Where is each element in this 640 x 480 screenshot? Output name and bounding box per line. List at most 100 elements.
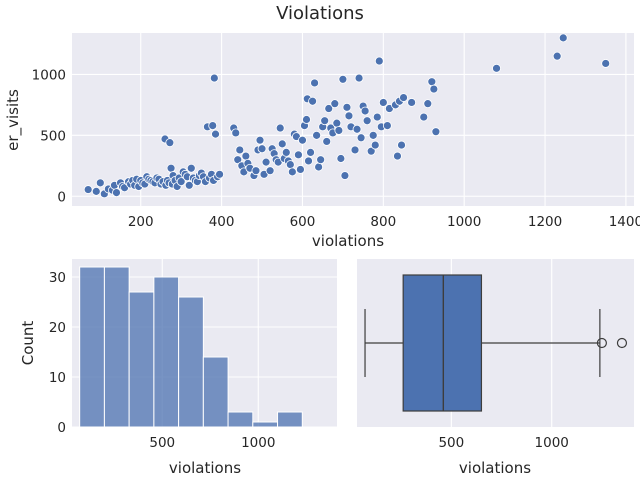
scatter-point	[378, 98, 388, 107]
scatter-point	[186, 163, 196, 173]
scatter-point	[257, 144, 267, 154]
scatter-point	[350, 145, 360, 155]
scatter-point	[231, 128, 241, 138]
scatter-point	[340, 171, 350, 180]
scatter-x-axis-label: violations	[312, 232, 384, 250]
scatter-x-tick-label: 1200	[528, 214, 562, 230]
histogram-bar	[128, 291, 155, 428]
scatter-point	[338, 74, 348, 84]
histogram-bar	[227, 411, 254, 428]
scatter-point	[208, 121, 218, 130]
scatter-point	[209, 73, 219, 83]
scatter-tick-labels: 200 400 600 800 1000 1200 1400 0 500 1000	[32, 67, 640, 230]
histogram-bar	[79, 266, 105, 428]
scatter-point	[281, 147, 291, 157]
scatter-point	[419, 112, 429, 122]
scatter-point	[316, 155, 326, 165]
scatter-point	[314, 162, 324, 172]
scatter-point	[324, 104, 334, 113]
scatter-point	[423, 99, 433, 109]
boxplot-x-tick-label: 1000	[535, 435, 569, 451]
scatter-x-tick-label: 600	[290, 214, 316, 230]
scatter-point	[304, 156, 313, 166]
scatter-x-tick-label: 400	[209, 214, 235, 230]
histogram-y-tick-label: 20	[49, 320, 66, 336]
scatter-x-tick-label: 1000	[447, 214, 481, 230]
histogram-y-tick-label: 0	[57, 420, 66, 436]
scatter-point	[322, 137, 332, 146]
scatter-panel: 200 400 600 800 1000 1200 1400 0 500 1000 violati…	[4, 33, 640, 250]
scatter-point	[83, 185, 93, 194]
scatter-point	[294, 150, 303, 160]
scatter-point	[285, 160, 295, 169]
histogram-bar	[103, 266, 130, 428]
scatter-point	[277, 139, 287, 149]
scatter-point	[354, 73, 364, 83]
scatter-point	[352, 124, 362, 134]
scatter-point	[368, 130, 378, 140]
scatter-point	[558, 33, 568, 43]
scatter-point	[265, 166, 275, 176]
scatter-point	[306, 147, 315, 157]
boxplot-tick-labels: 500 1000	[438, 435, 568, 451]
scatter-y-axis-label: er_visits	[4, 89, 23, 151]
histogram-panel: 500 1000 0 10 20 30 violations Count	[19, 259, 337, 477]
scatter-point	[261, 157, 271, 167]
scatter-x-tick-label: 800	[370, 214, 396, 230]
scatter-points	[83, 33, 611, 199]
scatter-point	[112, 188, 121, 197]
scatter-point	[332, 118, 342, 128]
scatter-point	[362, 116, 372, 126]
scatter-point	[552, 51, 562, 61]
scatter-point	[302, 115, 311, 124]
scatter-point	[393, 151, 402, 161]
histogram-x-tick-label: 1000	[241, 435, 275, 451]
scatter-point	[374, 56, 384, 66]
scatter-point	[215, 169, 224, 179]
scatter-point	[320, 116, 330, 126]
histogram-x-axis-label: violations	[169, 459, 241, 477]
scatter-point	[91, 186, 101, 196]
histogram-bars	[79, 266, 303, 428]
scatter-point	[95, 178, 105, 188]
histogram-bar	[202, 356, 229, 428]
scatter-point	[330, 99, 340, 109]
histogram-tick-labels: 500 1000 0 10 20 30	[49, 270, 276, 451]
histogram-bar	[252, 421, 279, 428]
histogram-y-axis-label: Count	[19, 321, 37, 366]
scatter-y-tick-label: 500	[40, 128, 66, 144]
scatter-point	[255, 135, 265, 145]
histogram-bar	[277, 411, 303, 428]
histogram-y-tick-label: 10	[49, 370, 66, 386]
scatter-x-tick-label: 1400	[609, 214, 640, 230]
scatter-point	[399, 93, 408, 102]
scatter-point	[336, 154, 346, 163]
scatter-point	[344, 111, 354, 121]
scatter-point	[429, 84, 439, 94]
scatter-point	[312, 130, 322, 140]
scatter-point	[360, 106, 370, 116]
scatter-point	[366, 146, 376, 156]
scatter-point	[241, 151, 251, 161]
scatter-point	[211, 129, 220, 139]
histogram-y-tick-label: 30	[49, 270, 66, 286]
scatter-point	[235, 145, 245, 155]
histogram-bar	[178, 296, 204, 428]
scatter-point	[184, 180, 194, 190]
histogram-x-tick-label: 500	[149, 435, 175, 451]
scatter-point	[275, 123, 285, 133]
boxplot-box	[402, 274, 483, 412]
scatter-point	[176, 177, 186, 187]
boxplot-x-axis-label: violations	[459, 459, 531, 477]
scatter-point	[251, 166, 261, 176]
figure-title: Violations	[276, 3, 364, 24]
scatter-point	[407, 98, 417, 107]
scatter-point	[334, 126, 344, 135]
scatter-point	[372, 112, 382, 122]
boxplot-outlier	[596, 337, 607, 349]
scatter-y-tick-label: 1000	[32, 67, 66, 83]
scatter-point	[342, 102, 352, 112]
scatter-point	[308, 96, 317, 106]
scatter-point	[427, 77, 437, 87]
